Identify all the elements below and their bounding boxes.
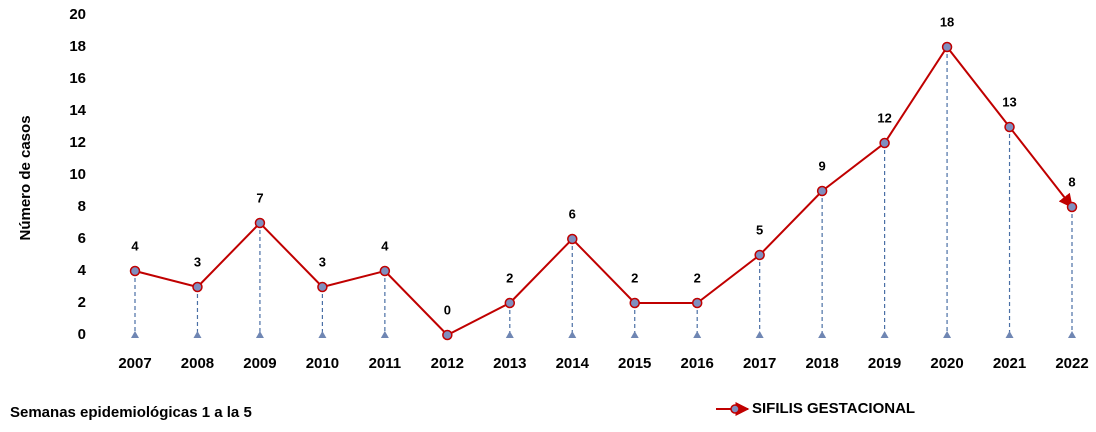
- x-tick-label: 2013: [493, 355, 526, 372]
- base-marker: [880, 331, 889, 338]
- y-tick-label: 6: [78, 230, 86, 247]
- x-tick-label: 2012: [431, 355, 464, 372]
- x-tick-label: 2010: [306, 355, 339, 372]
- data-label: 2: [694, 270, 701, 285]
- base-marker: [131, 331, 139, 338]
- base-marker: [568, 331, 577, 338]
- point: [941, 41, 953, 53]
- data-label: 18: [940, 14, 954, 29]
- base-marker: [255, 331, 264, 338]
- x-tick-label: 2022: [1055, 355, 1088, 372]
- x-tick-label: 2011: [369, 355, 402, 372]
- point: [754, 249, 765, 261]
- data-label: 5: [756, 222, 763, 237]
- x-tick-label: 2016: [681, 355, 714, 372]
- point: [192, 281, 203, 293]
- point: [879, 137, 890, 149]
- y-axis-label: Número de casos: [17, 115, 34, 240]
- x-tick-label: 2018: [805, 355, 838, 372]
- x-tick-label: 2014: [556, 355, 590, 372]
- y-tick-label: 10: [69, 166, 86, 183]
- point: [129, 265, 141, 277]
- x-tick-label: 2019: [868, 355, 901, 372]
- x-tick-label: 2020: [930, 355, 963, 372]
- point: [629, 297, 640, 309]
- data-label: 2: [631, 270, 638, 285]
- base-marker: [380, 331, 389, 338]
- data-label: 0: [444, 302, 451, 317]
- data-label: 3: [194, 254, 201, 269]
- data-label: 3: [319, 254, 326, 269]
- base-marker: [1068, 331, 1076, 338]
- data-label: 6: [569, 206, 576, 221]
- point: [1066, 201, 1078, 213]
- point: [254, 217, 266, 229]
- point: [691, 297, 703, 309]
- data-label: 4: [381, 238, 389, 253]
- data-label: 13: [1002, 94, 1016, 109]
- y-tick-label: 0: [78, 326, 86, 343]
- data-label: 9: [819, 158, 826, 173]
- annotation: Semanas epidemiológicas 1 a la 5: [10, 404, 252, 421]
- data-label: 7: [256, 190, 263, 205]
- point: [317, 281, 328, 293]
- point: [379, 265, 391, 277]
- data-label: 12: [877, 110, 891, 125]
- base-marker: [943, 331, 952, 338]
- y-tick-label: 2: [78, 294, 86, 311]
- y-tick-label: 12: [69, 134, 86, 151]
- base-marker: [818, 331, 827, 338]
- point: [442, 329, 453, 341]
- y-tick-label: 16: [69, 70, 86, 87]
- base-marker: [755, 331, 764, 338]
- x-tick-label: 2017: [743, 355, 776, 372]
- base-marker: [193, 331, 202, 338]
- point: [504, 297, 516, 309]
- y-tick-label: 4: [78, 262, 87, 279]
- base-marker: [693, 331, 702, 338]
- data-label: 4: [131, 238, 139, 253]
- y-tick-label: 14: [69, 102, 86, 119]
- data-label: 2: [506, 270, 513, 285]
- point: [567, 233, 578, 245]
- point: [1004, 121, 1015, 133]
- legend-marker: [730, 404, 740, 414]
- data-label: 8: [1068, 174, 1075, 189]
- x-tick-label: 2009: [243, 355, 276, 372]
- y-tick-label: 8: [78, 198, 86, 215]
- base-marker: [318, 331, 327, 338]
- legend: SIFILIS GESTACIONAL: [716, 400, 915, 417]
- y-tick-label: 20: [69, 6, 86, 23]
- x-tick-label: 2021: [993, 355, 1026, 372]
- series-line: [134, 45, 1073, 337]
- base-marker: [505, 331, 514, 338]
- x-tick-label: 2015: [618, 355, 651, 372]
- base-marker: [1005, 331, 1014, 338]
- point: [816, 185, 828, 197]
- legend-label: SIFILIS GESTACIONAL: [752, 400, 915, 417]
- y-tick-label: 18: [69, 38, 86, 55]
- x-tick-label: 2008: [181, 355, 214, 372]
- base-marker: [630, 331, 639, 338]
- x-tick-label: 2007: [118, 355, 151, 372]
